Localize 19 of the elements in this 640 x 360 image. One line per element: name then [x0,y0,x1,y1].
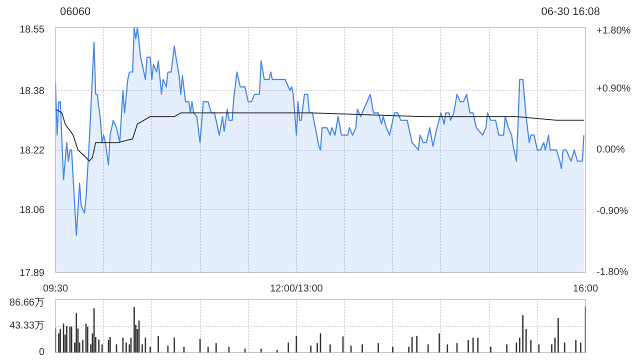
y-tick-label: 43.33万 [9,320,45,332]
text: 06-30 16:08 [541,5,600,20]
x-tick-label: 09:30 [42,284,68,294]
y2-tick-label: -1.80% [596,267,628,278]
line-series [56,108,584,162]
y2-tick-label: 0.00% [596,144,625,156]
y-tick-label: 18.22 [19,146,45,156]
y-tick-label: 0 [38,347,45,358]
x-tick-label: 16:00 [572,284,598,294]
y-tick-label: 17.89 [19,268,45,279]
y2-tick-label: +0.90% [596,83,631,94]
chart-title: 06060 [60,5,91,20]
x-tick-label: 12:00/13:00 [270,284,324,294]
y-tick-label: 18.06 [19,204,45,216]
y-tick-label: 18.38 [19,86,45,98]
y2-tick-label: +1.80% [596,26,631,36]
y-tick-label: 18.55 [19,24,45,36]
y-tick-label: 86.66万 [9,298,45,308]
y2-tick-label: -0.90% [596,206,628,217]
